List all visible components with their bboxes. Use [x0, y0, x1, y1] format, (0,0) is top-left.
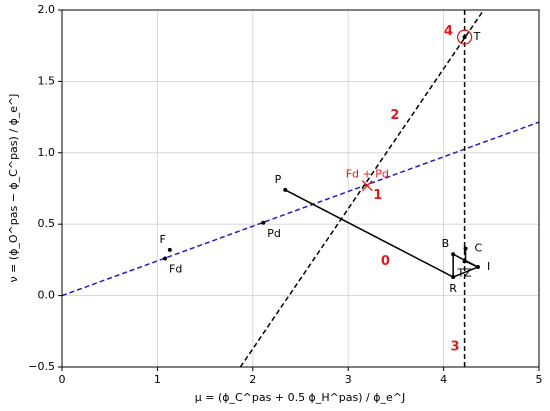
point: [163, 256, 168, 261]
y-tick-label: 1.0: [38, 146, 56, 159]
point-label: I: [487, 260, 490, 273]
x-axis-label: μ = (ϕ_C^pas + 0.5 ϕ_H^pas) / ϕ_e^J: [195, 391, 405, 404]
y-tick-label: 2.0: [38, 3, 56, 16]
line: [239, 10, 485, 367]
point-label: Fd: [169, 262, 182, 275]
annotation: 2: [390, 108, 399, 123]
y-tick-label: −0.5: [28, 360, 55, 373]
y-tick-label: 0.0: [38, 289, 56, 302]
point-label: TZ: [456, 266, 472, 279]
point: [462, 35, 467, 40]
x-tick-label: 5: [536, 373, 543, 386]
point: [451, 275, 456, 280]
point-label: B: [442, 237, 450, 250]
y-tick-label: 1.5: [38, 74, 56, 87]
annotation: 1: [373, 188, 382, 203]
point: [451, 252, 456, 257]
highlight-circle: [456, 29, 473, 45]
plot-frame: [61, 9, 540, 368]
point-label: R: [449, 282, 457, 295]
x-tick-label: 0: [59, 373, 66, 386]
point-label: Pd: [267, 227, 281, 240]
y-tick-label: 0.5: [38, 217, 56, 230]
annotation: 0: [381, 254, 390, 269]
x-tick-label: 2: [249, 373, 256, 386]
x-tick-label: 1: [154, 373, 161, 386]
x-tick-label: 3: [345, 373, 352, 386]
y-axis-label: ν = (ϕ_O^pas − ϕ_C^pas) / ϕ_e^J: [7, 93, 20, 282]
point-label: F: [159, 233, 165, 246]
point-label: T: [473, 30, 481, 43]
point: [475, 265, 480, 270]
point: [167, 247, 172, 252]
point: [261, 220, 266, 225]
point: [463, 246, 468, 251]
x-tick-label: 4: [440, 373, 447, 386]
annotation: 3: [451, 340, 460, 355]
line: [62, 121, 539, 297]
point-label: C: [475, 241, 483, 254]
point: [283, 187, 288, 192]
point-label: Fd + Pd: [346, 168, 389, 181]
point-marker: [361, 180, 373, 192]
annotation: 4: [444, 24, 453, 39]
point: [462, 259, 467, 264]
point-label: P: [275, 173, 282, 186]
